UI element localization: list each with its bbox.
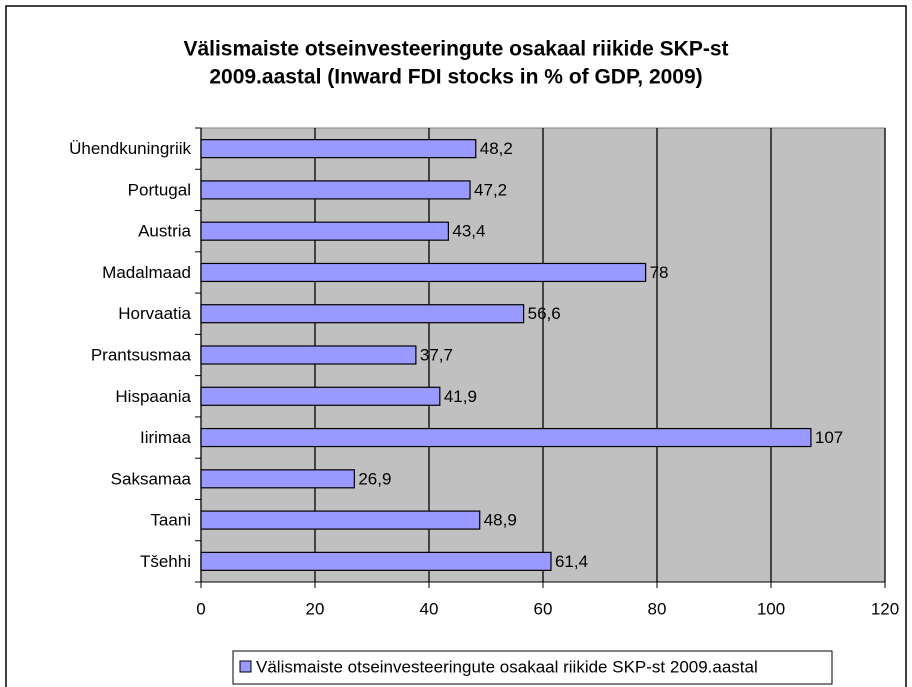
y-tick-label: Madalmaad [102,263,191,282]
bar [200,510,481,530]
legend-label: Välismaiste otseinvesteeringute osakaal … [256,657,758,676]
y-tick-label: Ühendkuningriik [69,139,191,158]
x-tick-label: 120 [871,599,899,618]
bar [200,386,441,406]
data-label: 56,6 [528,304,561,323]
x-tick-label: 20 [306,599,325,618]
legend [232,650,833,685]
data-label: 48,9 [484,511,517,530]
y-tick-label: Prantsusmaa [91,345,192,364]
x-tick-label: 0 [196,599,205,618]
y-tick-label: Portugal [128,180,191,199]
data-label: 61,4 [555,552,588,571]
data-label: 26,9 [358,469,391,488]
bar [200,180,471,200]
y-tick-label: Austria [138,222,191,241]
legend-swatch [239,660,252,673]
data-label: 107 [815,428,843,447]
data-label: 47,2 [474,180,507,199]
data-label: 41,9 [444,387,477,406]
bar [200,262,647,283]
data-label: 37,7 [420,345,453,364]
y-tick-label: Hispaania [115,387,191,406]
y-tick-label: Tšehhi [140,552,191,571]
bar [200,221,449,241]
y-tick-label: Iirimaa [140,428,192,447]
chart-title: Välismaiste otseinvesteeringute osakaal … [183,38,728,61]
y-tick-label: Horvaatia [118,304,191,323]
x-tick-label: 40 [420,599,439,618]
x-tick-label: 60 [534,599,553,618]
data-label: 78 [650,263,669,282]
bar [200,304,525,324]
y-tick-label: Saksamaa [111,469,192,488]
y-tick-label: Taani [150,511,191,530]
bar [200,551,552,571]
bar [200,469,355,489]
bar [200,345,417,365]
x-tick-label: 100 [757,599,785,618]
x-tick-label: 80 [648,599,667,618]
chart-title: 2009.aastal (Inward FDI stocks in % of G… [209,66,702,89]
data-label: 43,4 [452,222,485,241]
data-label: 48,2 [480,139,513,158]
bar [200,139,477,159]
bar [200,427,812,448]
